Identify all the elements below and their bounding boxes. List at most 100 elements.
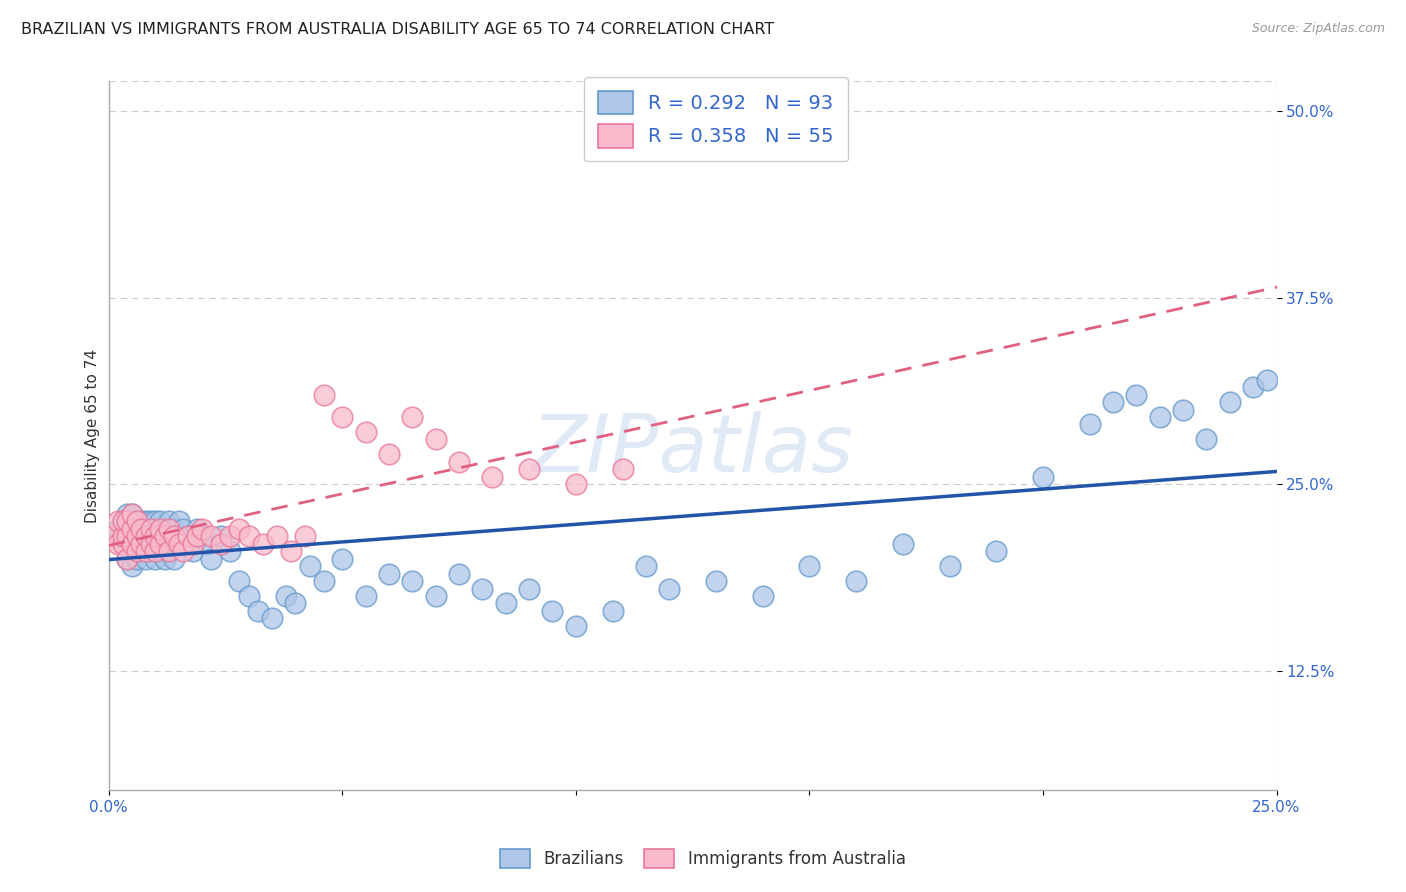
Point <box>131 537 153 551</box>
Point <box>121 522 143 536</box>
Point <box>177 529 200 543</box>
Point <box>298 559 321 574</box>
Point <box>447 455 470 469</box>
Point <box>135 515 157 529</box>
Point <box>354 589 377 603</box>
Point <box>252 537 274 551</box>
Point <box>135 522 157 536</box>
Point <box>1149 409 1171 424</box>
Point <box>131 537 153 551</box>
Point <box>228 522 250 536</box>
Point <box>117 515 139 529</box>
Point <box>143 529 166 543</box>
Point <box>177 529 200 543</box>
Point <box>167 529 190 543</box>
Point <box>121 559 143 574</box>
Point <box>565 477 588 491</box>
Point <box>111 529 134 543</box>
Point <box>200 529 222 543</box>
Point <box>163 551 186 566</box>
Point <box>294 529 316 543</box>
Point <box>541 604 564 618</box>
Point <box>1241 380 1264 394</box>
Point <box>135 551 157 566</box>
Point <box>121 522 143 536</box>
Point <box>751 589 773 603</box>
Point <box>330 409 353 424</box>
Point <box>602 604 624 618</box>
Point <box>517 582 540 596</box>
Point <box>938 559 960 574</box>
Point <box>181 544 204 558</box>
Point <box>117 507 139 521</box>
Point <box>125 515 148 529</box>
Point <box>1256 373 1278 387</box>
Point <box>111 537 134 551</box>
Point <box>111 537 134 551</box>
Point <box>117 551 139 566</box>
Point <box>131 522 153 536</box>
Point <box>107 537 129 551</box>
Point <box>111 515 134 529</box>
Point <box>238 589 260 603</box>
Point <box>131 522 153 536</box>
Point <box>1171 402 1194 417</box>
Point <box>149 537 172 551</box>
Point <box>107 515 129 529</box>
Point <box>103 529 125 543</box>
Point <box>107 522 129 536</box>
Point <box>191 529 214 543</box>
Point <box>117 529 139 543</box>
Point <box>209 537 232 551</box>
Point <box>1078 417 1101 432</box>
Text: Source: ZipAtlas.com: Source: ZipAtlas.com <box>1251 22 1385 36</box>
Point <box>447 566 470 581</box>
Point <box>139 522 162 536</box>
Point <box>125 544 148 558</box>
Point <box>121 537 143 551</box>
Legend: R = 0.292   N = 93, R = 0.358   N = 55: R = 0.292 N = 93, R = 0.358 N = 55 <box>585 77 848 161</box>
Point <box>845 574 868 588</box>
Point <box>121 507 143 521</box>
Point <box>125 529 148 543</box>
Point <box>143 529 166 543</box>
Point <box>157 544 180 558</box>
Point <box>799 559 821 574</box>
Point <box>481 469 503 483</box>
Point <box>153 529 176 543</box>
Point <box>658 582 681 596</box>
Point <box>139 522 162 536</box>
Point <box>153 529 176 543</box>
Y-axis label: Disability Age 65 to 74: Disability Age 65 to 74 <box>86 349 100 523</box>
Point <box>1102 395 1125 409</box>
Point <box>186 522 208 536</box>
Point <box>181 537 204 551</box>
Point <box>167 515 190 529</box>
Point <box>284 596 307 610</box>
Point <box>634 559 657 574</box>
Point <box>149 515 172 529</box>
Point <box>401 409 423 424</box>
Point <box>157 544 180 558</box>
Text: ZIPatlas: ZIPatlas <box>531 411 853 489</box>
Point <box>125 551 148 566</box>
Point <box>312 387 335 401</box>
Point <box>354 425 377 439</box>
Point <box>517 462 540 476</box>
Point <box>986 544 1008 558</box>
Point <box>131 544 153 558</box>
Point <box>247 604 270 618</box>
Point <box>172 537 194 551</box>
Point <box>125 529 148 543</box>
Point <box>425 589 447 603</box>
Point <box>1219 395 1241 409</box>
Text: BRAZILIAN VS IMMIGRANTS FROM AUSTRALIA DISABILITY AGE 65 TO 74 CORRELATION CHART: BRAZILIAN VS IMMIGRANTS FROM AUSTRALIA D… <box>21 22 775 37</box>
Point <box>228 574 250 588</box>
Point <box>612 462 634 476</box>
Point <box>163 529 186 543</box>
Point <box>139 537 162 551</box>
Point <box>125 522 148 536</box>
Point <box>378 447 401 461</box>
Point <box>495 596 517 610</box>
Point <box>149 544 172 558</box>
